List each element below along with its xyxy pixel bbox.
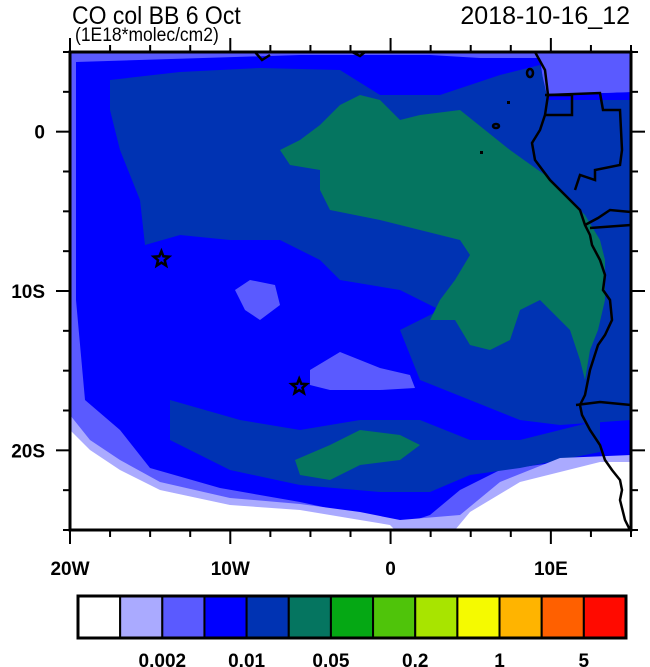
units-label: (1E18*molec/cm2) [75,25,219,46]
co-field [70,52,631,530]
field-level-0.05-main [280,95,605,380]
field-level-0.005-ne [545,55,631,95]
colorbar-box [582,595,627,639]
valid-time: 2018-10-16_12 [460,2,630,30]
colorbar-box [161,595,206,639]
colorbar-box [329,595,375,639]
y-tick-labels: 0 10S 20S [11,123,45,463]
x-tick-labels: 20W 10W 0 10E [50,559,567,580]
field-level-0.005-patch [310,352,415,390]
colorbar-label: 5 [579,651,590,667]
africa-coastline [530,52,631,530]
country-border [547,91,624,191]
y-tick-label: 0 [34,123,45,144]
colorbar-box [414,595,459,639]
colorbar-box [203,595,248,639]
colorbar-box [456,595,501,639]
country-border [254,52,271,62]
country-border [589,223,631,230]
colorbar: 0.002 0.01 0.05 0.2 1 5 [76,594,628,667]
field-level-0.005-patch [235,280,280,320]
star-marker-icon [150,247,173,269]
y-tick-label: 10S [11,282,45,303]
colorbar-label: 0.002 [139,651,187,667]
x-tick-label: 10E [534,559,568,580]
island-sao-tome [491,122,501,130]
axis-ticks [56,38,645,544]
star-marker-icon [288,375,311,396]
colorbar-box [119,595,164,639]
field-level-0-sw [70,430,395,530]
colorbar-box [498,595,543,639]
x-tick-label: 10W [211,559,250,580]
field-level-0.05-south [295,430,420,480]
island-bioko [525,67,535,79]
colorbar-label: 0.01 [228,651,265,667]
field-level-0-se [455,462,631,530]
y-tick-label: 20S [11,441,45,462]
country-border [584,208,631,227]
station-markers [150,247,311,396]
colorbar-label: 0.2 [402,651,428,667]
country-border [575,400,631,407]
x-tick-label: 20W [50,559,89,580]
colorbar-frame [76,594,628,640]
colorbar-box [245,595,290,639]
colorbar-box [540,595,585,639]
colorbar-box [77,595,122,639]
colorbar-label: 0.05 [312,651,349,667]
colorbar-box [287,595,332,639]
colorbar-label: 1 [494,651,505,667]
colorbar-box [372,595,417,639]
plot-title: CO col BB 6 Oct [72,2,241,30]
x-tick-label: 0 [385,559,396,580]
small-islands [480,101,510,154]
